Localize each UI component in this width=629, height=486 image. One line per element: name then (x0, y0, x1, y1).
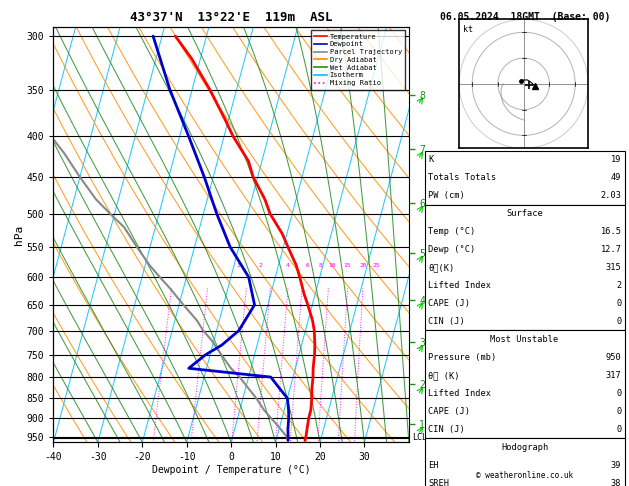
Text: 06.05.2024  18GMT  (Base: 00): 06.05.2024 18GMT (Base: 00) (440, 12, 610, 22)
Text: CIN (J): CIN (J) (428, 317, 465, 326)
Text: 19: 19 (611, 155, 621, 164)
Text: CAPE (J): CAPE (J) (428, 299, 470, 308)
Text: LCL: LCL (413, 433, 427, 442)
Text: EH: EH (428, 461, 439, 470)
Text: 0: 0 (616, 317, 621, 326)
Text: 8: 8 (319, 263, 323, 268)
Text: Hodograph: Hodograph (501, 443, 548, 452)
Text: Surface: Surface (506, 209, 543, 218)
Text: 49: 49 (611, 173, 621, 182)
Text: 2: 2 (616, 281, 621, 290)
Legend: Temperature, Dewpoint, Parcel Trajectory, Dry Adiabat, Wet Adiabat, Isotherm, Mi: Temperature, Dewpoint, Parcel Trajectory… (311, 30, 405, 89)
Y-axis label: km
ASL: km ASL (428, 215, 444, 235)
Text: 2.03: 2.03 (601, 191, 621, 200)
Text: 15: 15 (343, 263, 351, 268)
Text: 25: 25 (372, 263, 380, 268)
Text: 1: 1 (237, 263, 240, 268)
X-axis label: Dewpoint / Temperature (°C): Dewpoint / Temperature (°C) (152, 465, 311, 475)
Text: 4: 4 (286, 263, 289, 268)
Text: © weatheronline.co.uk: © weatheronline.co.uk (476, 470, 573, 480)
Text: Most Unstable: Most Unstable (491, 335, 559, 344)
Text: SREH: SREH (428, 479, 449, 486)
Text: Lifted Index: Lifted Index (428, 281, 491, 290)
Text: 10: 10 (328, 263, 335, 268)
Text: 317: 317 (606, 371, 621, 380)
Text: 0: 0 (616, 299, 621, 308)
Text: CAPE (J): CAPE (J) (428, 407, 470, 416)
Y-axis label: hPa: hPa (14, 225, 24, 244)
Text: 38: 38 (611, 479, 621, 486)
Text: 0: 0 (616, 407, 621, 416)
Text: 16.5: 16.5 (601, 227, 621, 236)
Text: Lifted Index: Lifted Index (428, 389, 491, 398)
Text: 0: 0 (616, 389, 621, 398)
Text: 39: 39 (611, 461, 621, 470)
Text: 20: 20 (359, 263, 367, 268)
Text: θᴄ(K): θᴄ(K) (428, 263, 455, 272)
Text: 0: 0 (616, 425, 621, 434)
Text: θᴄ (K): θᴄ (K) (428, 371, 460, 380)
Text: Temp (°C): Temp (°C) (428, 227, 476, 236)
Text: 12.7: 12.7 (601, 245, 621, 254)
Text: Pressure (mb): Pressure (mb) (428, 353, 497, 362)
Text: CIN (J): CIN (J) (428, 425, 465, 434)
Text: Totals Totals: Totals Totals (428, 173, 497, 182)
Title: 43°37'N  13°22'E  119m  ASL: 43°37'N 13°22'E 119m ASL (130, 11, 332, 24)
Text: 2: 2 (259, 263, 262, 268)
Text: 950: 950 (606, 353, 621, 362)
Text: 315: 315 (606, 263, 621, 272)
Text: 6: 6 (306, 263, 309, 268)
Text: kt: kt (463, 25, 473, 34)
Text: K: K (428, 155, 433, 164)
Text: PW (cm): PW (cm) (428, 191, 465, 200)
Text: Dewp (°C): Dewp (°C) (428, 245, 476, 254)
